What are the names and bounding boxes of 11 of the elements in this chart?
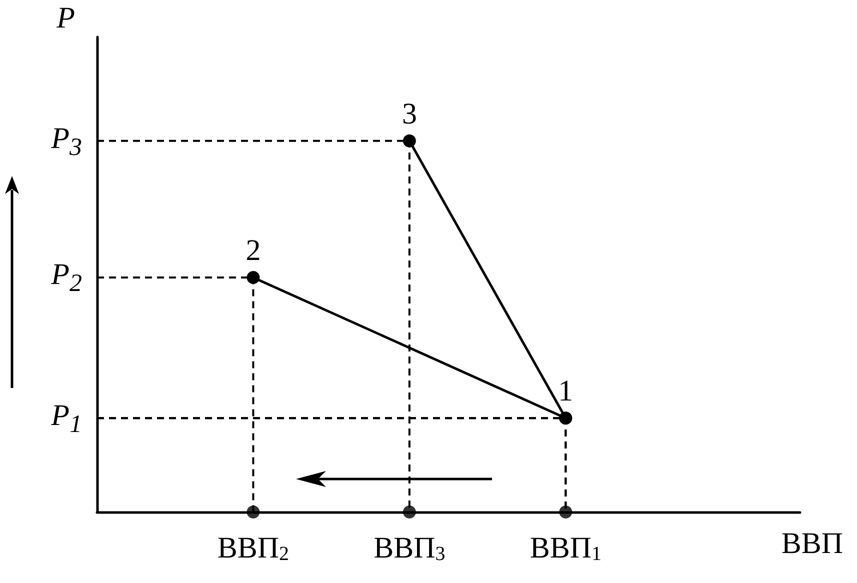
x-tick-label: ВВП3: [374, 532, 446, 565]
text: 1: [70, 411, 82, 438]
x-tick-label: ВВП2: [217, 532, 290, 565]
text: P: [56, 2, 75, 34]
text: ВВП: [781, 527, 843, 561]
annotation: 2: [246, 234, 261, 267]
text: P$_{3}$: [51, 122, 82, 163]
text: P$_{2}$: [51, 258, 82, 300]
x-tick-label: ВВП1: [530, 532, 602, 565]
annotation: 1: [558, 374, 574, 408]
annotation: 3: [402, 97, 417, 130]
